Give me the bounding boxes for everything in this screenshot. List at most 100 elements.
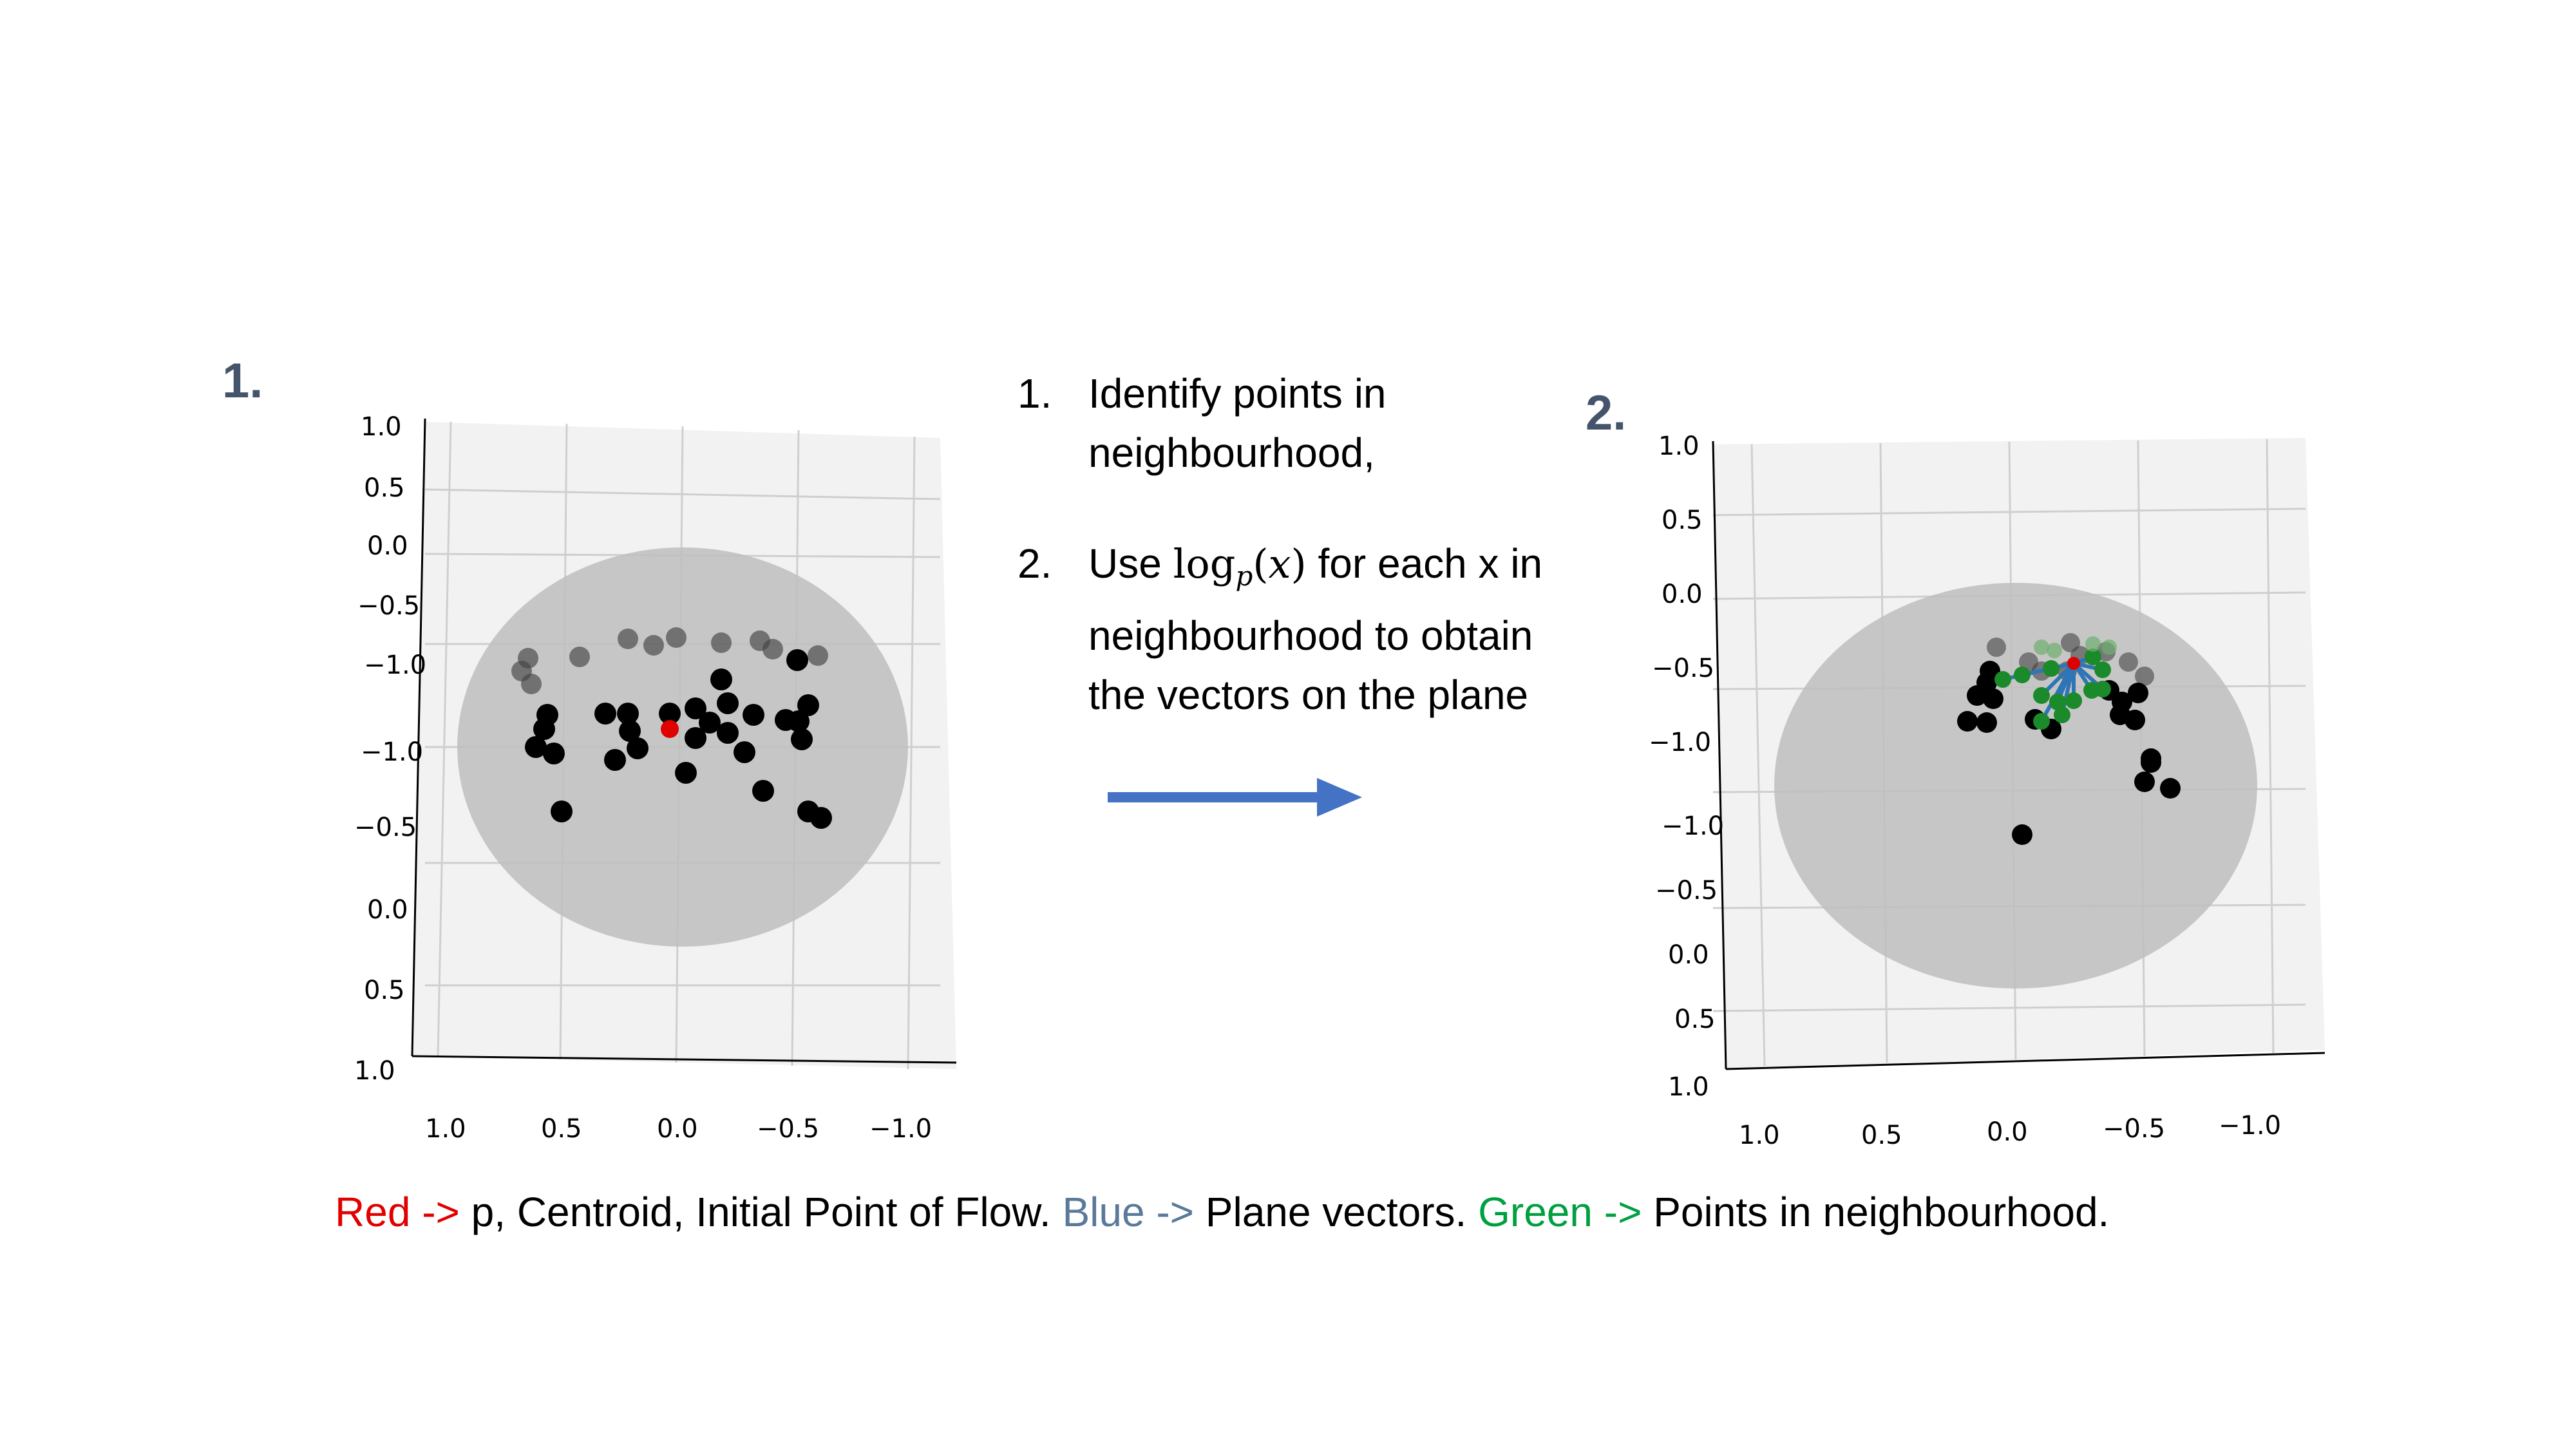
data-point xyxy=(1967,685,1987,706)
z-tick-label: −0.5 xyxy=(357,591,421,621)
background-point xyxy=(808,645,828,666)
neighbourhood-point xyxy=(2065,692,2082,709)
x-axis-line xyxy=(412,1055,957,1064)
z-tick-label: 0.5 xyxy=(1662,506,1703,535)
z-axis-line xyxy=(1712,440,1727,1070)
centroid-point xyxy=(661,720,679,738)
data-point xyxy=(619,720,641,742)
step-2-number: 2. xyxy=(1018,540,1052,587)
neighbourhood-point xyxy=(2085,649,2101,665)
data-point xyxy=(2125,710,2145,730)
x-axis-line xyxy=(1725,1052,2325,1070)
plot-1-scatter-3d: 1.0 0.5 0.0 −0.5 −1.0 −1.0 −0.5 0.0 0.5 1.0 1.0 0.5… xyxy=(335,386,1018,1159)
log-close: ) xyxy=(1291,540,1307,587)
neighbourhood-point xyxy=(1994,671,2011,688)
data-point xyxy=(2160,778,2181,799)
data-point xyxy=(525,736,547,758)
neighbourhood-point xyxy=(2094,661,2111,678)
log-fn: log xyxy=(1173,540,1236,587)
neighbourhood-point xyxy=(2033,713,2050,730)
step-1-number: 1. xyxy=(1018,370,1052,417)
data-point xyxy=(627,737,649,759)
data-point xyxy=(543,743,565,764)
background-point xyxy=(711,632,732,653)
neighbourhood-point xyxy=(2085,636,2101,652)
step-1-text: Identify points in neighbourhood, xyxy=(1088,370,1387,476)
data-point xyxy=(699,712,721,734)
background-point xyxy=(569,647,590,667)
neighbourhood-point xyxy=(2054,706,2070,723)
neighbourhood-point xyxy=(2101,639,2117,655)
x-tick-label: 0.5 xyxy=(541,1114,582,1144)
z-tick-label: 0.0 xyxy=(1662,580,1703,609)
step-2-pre: Use xyxy=(1088,540,1173,587)
step-1: 1. Identify points in neighbourhood, xyxy=(1018,364,1597,482)
plot-2-scatter-3d: 1.0 0.5 0.0 −0.5 −1.0 −1.0 −0.5 0.0 0.5 1.0 1.0 0.5… xyxy=(1629,393,2351,1166)
plane-vector xyxy=(2040,662,2076,723)
legend-green-key: Green -> xyxy=(1478,1189,1642,1235)
steps-list: 1. Identify points in neighbourhood, 2. … xyxy=(1018,364,1597,724)
log-arg: x xyxy=(1268,540,1291,587)
x-tick-label: 0.0 xyxy=(1987,1117,2028,1147)
legend-green-desc: Points in neighbourhood. xyxy=(1642,1189,2110,1235)
z-tick-label: −1.0 xyxy=(1649,728,1712,757)
background-point xyxy=(2119,652,2138,672)
data-point xyxy=(685,697,706,719)
data-point xyxy=(2134,772,2155,792)
y-tick-label: 0.0 xyxy=(367,895,408,925)
x-tick-label: 0.5 xyxy=(1861,1121,1902,1150)
y-tick-label: 0.0 xyxy=(1668,940,1709,970)
y-tick-label: −1.0 xyxy=(1662,811,1725,841)
right-arrow-icon xyxy=(1108,778,1362,817)
data-point xyxy=(810,807,832,829)
data-point xyxy=(594,703,616,724)
log-formula: logp(x) xyxy=(1173,540,1307,592)
data-point xyxy=(659,703,681,724)
step-2: 2. Use logp(x) for each x in neighbourho… xyxy=(1018,534,1597,724)
background-point xyxy=(666,627,687,648)
neighbourhood-point xyxy=(2043,660,2060,677)
data-point xyxy=(685,727,706,749)
z-tick-label: 0.5 xyxy=(364,473,405,503)
z-axis-line xyxy=(411,418,426,1057)
y-tick-label: −1.0 xyxy=(361,737,424,767)
background-point xyxy=(643,635,664,656)
data-point xyxy=(2012,824,2032,845)
data-point xyxy=(717,692,739,714)
points-layer xyxy=(1957,633,2181,845)
data-point xyxy=(734,741,755,763)
y-tick-label: 0.5 xyxy=(1674,1005,1716,1034)
x-tick-label: −0.5 xyxy=(757,1114,820,1144)
legend-red-key: Red -> xyxy=(335,1189,460,1235)
data-point xyxy=(551,800,573,822)
data-point xyxy=(1976,712,1997,733)
data-point xyxy=(2128,683,2148,703)
x-tick-label: 1.0 xyxy=(1739,1121,1780,1150)
y-tick-label: −0.5 xyxy=(354,813,417,842)
points-layer xyxy=(511,627,832,829)
data-point xyxy=(743,704,764,726)
color-legend: Red -> p, Centroid, Initial Point of Flo… xyxy=(335,1188,2109,1236)
neighbourhood-point xyxy=(2094,681,2111,697)
plot-2-canvas xyxy=(1712,438,2325,1070)
data-point xyxy=(1957,711,1978,732)
neighbourhood-point xyxy=(2047,643,2062,658)
data-point xyxy=(797,694,819,716)
x-tick-label: 0.0 xyxy=(657,1114,698,1144)
centroid-point xyxy=(2067,657,2080,670)
z-tick-label: 0.0 xyxy=(367,531,408,561)
z-tick-label: 1.0 xyxy=(1658,431,1700,461)
y-tick-label: 1.0 xyxy=(354,1056,395,1086)
background-point xyxy=(2135,667,2154,686)
plot-1-canvas xyxy=(411,418,957,1070)
log-base: p xyxy=(1235,560,1253,592)
z-tick-label: 1.0 xyxy=(361,412,402,442)
data-point xyxy=(604,749,626,771)
data-point xyxy=(788,710,810,732)
neighbourhood-point xyxy=(2014,667,2031,683)
data-point xyxy=(710,668,732,690)
legend-red-desc: p, Centroid, Initial Point of Flow. xyxy=(459,1189,1063,1235)
data-point xyxy=(675,762,697,784)
background-point xyxy=(1987,638,2006,657)
log-open: ( xyxy=(1253,540,1269,587)
